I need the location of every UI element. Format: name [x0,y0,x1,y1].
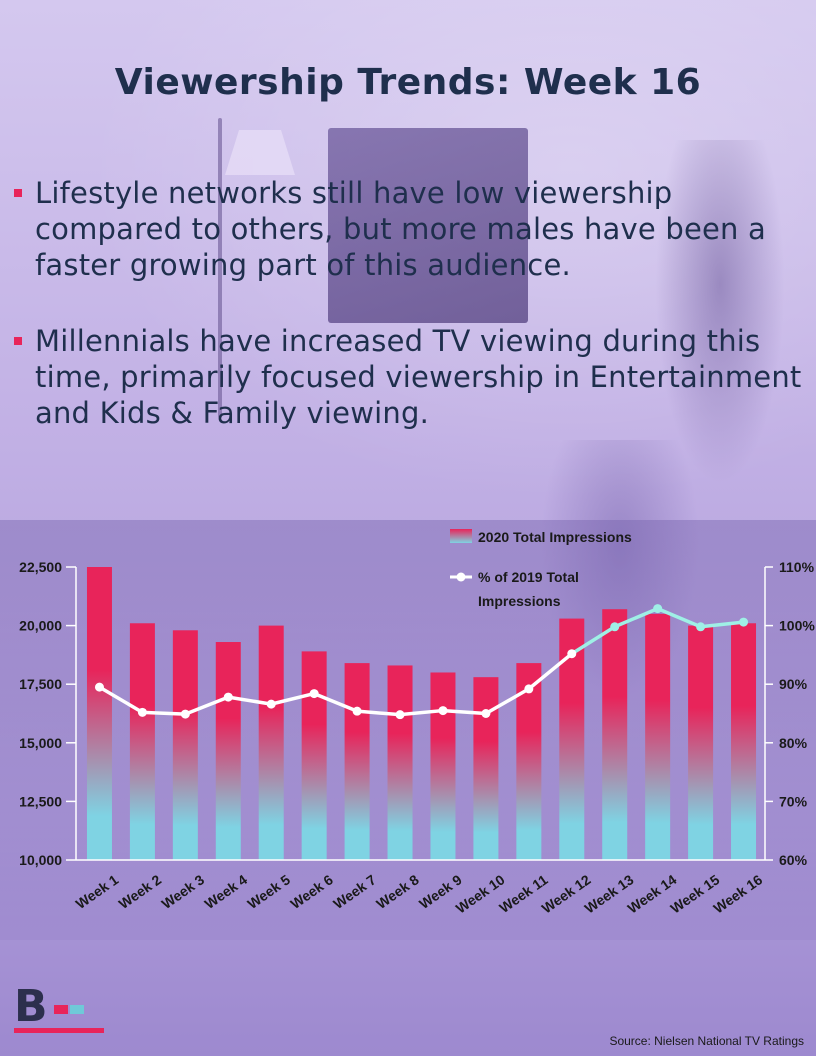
lamp-pole [218,118,222,418]
bullet-marker [14,337,22,345]
bar [688,625,714,860]
x-tick-label: Week 10 [453,871,508,916]
left-tick-label: 17,500 [19,676,62,692]
line-segment [612,606,660,629]
bar [129,623,155,860]
x-tick-label: Week 7 [330,871,379,912]
viewership-chart: 10,000 12,500 15,000 17,500 20,000 22,500 60%… [19,529,815,916]
line-segment [97,685,145,715]
line-point [438,706,448,716]
x-tick-label: Week 6 [287,871,336,912]
left-tick-label: 20,000 [19,618,62,634]
line-segment [441,708,488,716]
line-point [94,682,104,692]
line-point [266,699,276,709]
line-point [610,622,620,632]
line-segment [698,620,746,629]
x-tick-label: Week 2 [116,871,165,912]
right-tick-label: 80% [779,735,808,751]
bullet-text: Lifestyle networks still have low viewer… [35,176,766,282]
legend-line-marker [456,572,466,582]
plant [650,140,790,500]
legend-bar-swatch [450,529,472,543]
line-segment [655,606,703,629]
bar [86,567,112,860]
line-segment [183,695,231,716]
line-segment [312,691,359,713]
legend-bar-label: 2020 Total Impressions [478,529,632,545]
bar [516,663,542,860]
line-point [309,689,319,699]
logo-letter: B [14,981,48,1032]
bar [387,665,413,860]
left-axis: 10,000 12,500 15,000 17,500 20,000 22,500 [19,559,77,868]
source-note: Source: Nielsen National TV Ratings [609,1034,804,1048]
tv-screen [328,128,528,323]
logo-underline [14,1028,104,1033]
line-segment [484,687,531,716]
right-tick-label: 100% [779,618,815,634]
legend-line-label-cont: Impressions [478,593,561,609]
bullet-item: Lifestyle networks still have low viewer… [14,175,804,283]
bar [602,609,628,860]
line-point [223,692,233,702]
line-point [567,649,577,659]
bullet-item: Millennials have increased TV viewing du… [14,323,804,431]
line-series [94,604,749,720]
line-point [481,709,491,718]
bar [473,677,499,860]
line-segment [527,651,574,691]
x-tick-label: Week 4 [202,871,251,912]
legend-line-label: % of 2019 Total [478,569,579,585]
bar [731,623,757,860]
x-tick-label: Week 5 [244,871,293,912]
line-point [524,684,534,694]
right-tick-label: 60% [779,852,808,868]
x-tick-label: Week 3 [159,871,208,912]
x-tick-label: Week 1 [73,871,122,912]
logo-dash [70,1005,84,1014]
right-axis: 60% 70% 80% 90% 100% 110% [764,559,815,868]
line-segment [226,695,273,706]
bullet-text: Millennials have increased TV viewing du… [35,324,802,430]
bar [430,672,456,860]
bullet-marker [14,189,22,197]
line-point [180,709,190,719]
line-segment [355,709,402,717]
line-segment [398,708,445,717]
line-point [653,604,663,614]
bar [258,625,284,860]
line-segment [269,691,316,706]
page-title: Viewership Trends: Week 16 [114,62,702,103]
line-point [137,707,147,717]
line-segment [140,710,188,716]
bar [645,613,671,860]
line-point [739,617,749,627]
legend: 2020 Total Impressions % of 2019 Total I… [450,529,632,609]
line-point [352,706,362,716]
line-point [395,710,405,720]
x-tick-label: Week 16 [710,871,765,916]
bar [301,651,327,860]
right-tick-label: 90% [779,676,808,692]
left-tick-label: 10,000 [19,852,62,868]
brand-logo: B [14,985,104,1035]
right-tick-label: 110% [779,559,815,575]
left-tick-label: 12,500 [19,793,62,809]
x-tick-label: Week 8 [373,871,422,912]
bullet-list: Lifestyle networks still have low viewer… [14,175,804,471]
bar [172,630,198,860]
line-segment [570,625,617,656]
right-tick-label: 70% [779,793,808,809]
bar [344,663,370,860]
bar [215,642,241,860]
line-point [696,622,706,632]
logo-dash [54,1005,68,1014]
left-tick-label: 15,000 [19,735,62,751]
left-tick-label: 22,500 [19,559,62,575]
